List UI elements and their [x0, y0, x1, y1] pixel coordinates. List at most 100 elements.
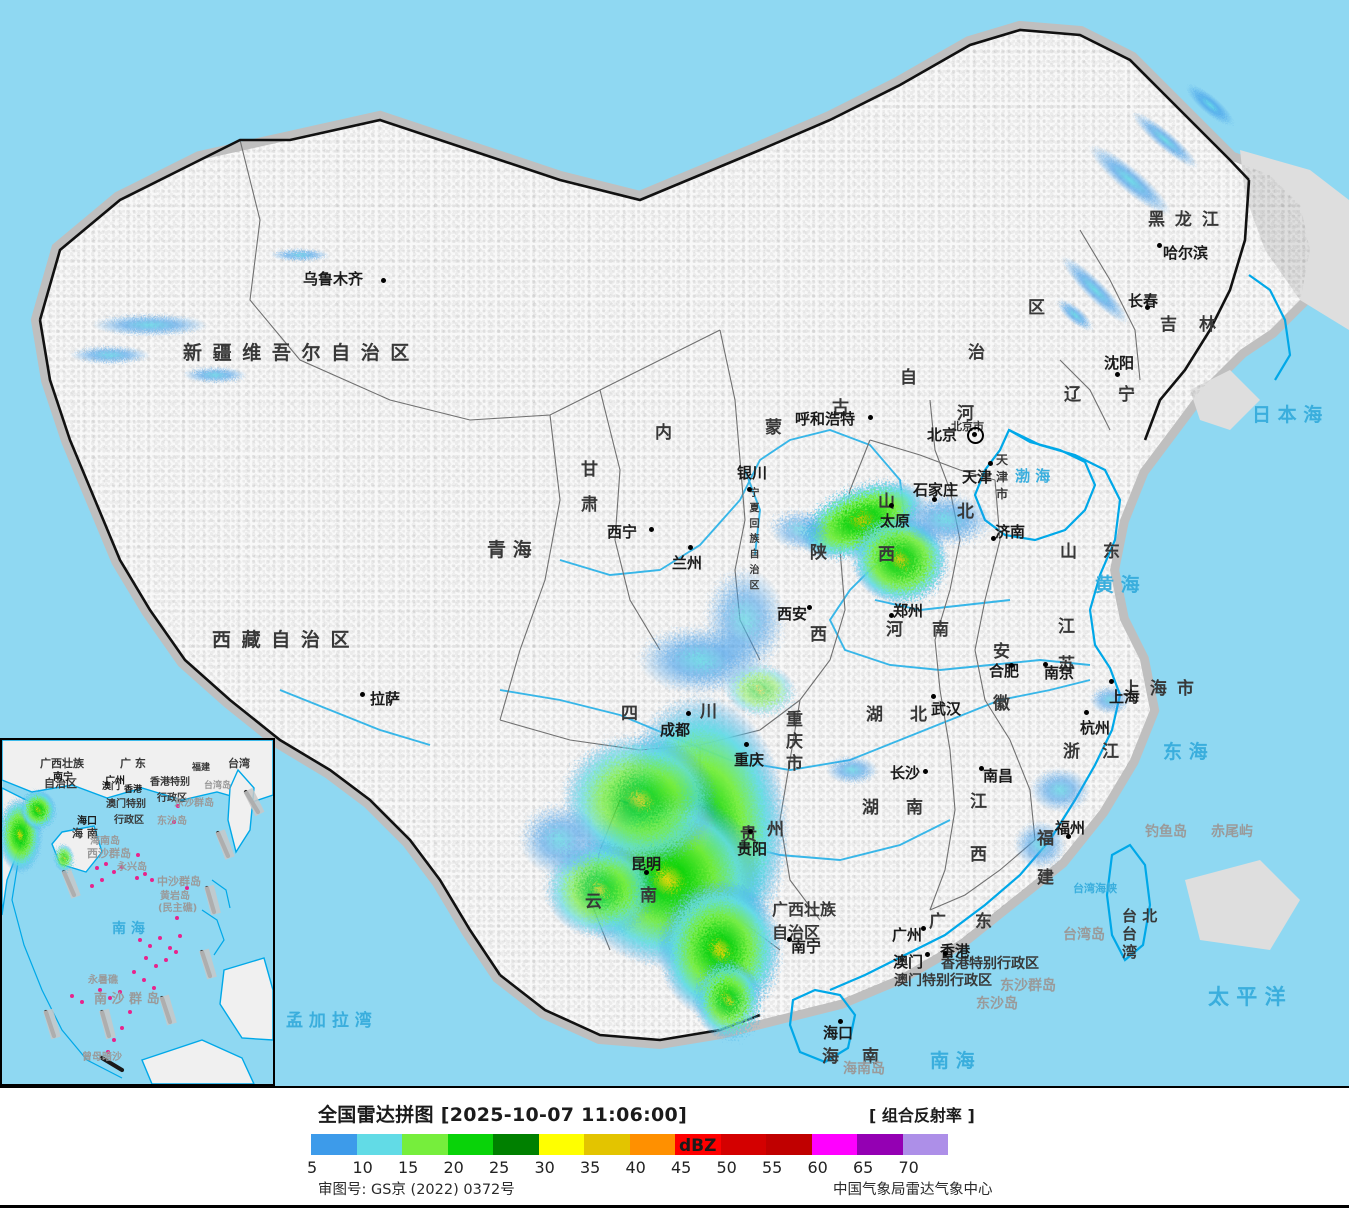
province-label-东: 东 [975, 912, 992, 932]
echo-coastal [826, 686, 1130, 869]
city-label-拉萨: 拉萨 [370, 690, 401, 708]
inset-label-行政区: 行政区 [114, 815, 144, 826]
inset-label-中沙群岛: 中沙群岛 [157, 875, 201, 888]
province-label-山: 山 [1060, 542, 1077, 562]
province-label-北: 北 [957, 502, 974, 522]
province-label-辽: 辽 [1064, 385, 1081, 405]
inset-label-香港特别: 香港特别 [150, 777, 190, 788]
inset-label-台湾岛: 台湾岛 [204, 781, 232, 791]
colorbar-tick-5: 5 [307, 1158, 318, 1177]
province-label-吉: 吉 [1160, 315, 1177, 335]
product-type-label: [ 组合反射率 ] [869, 1106, 975, 1125]
province-label-江: 江 [970, 792, 987, 812]
sea-label-南 海: 南 海 [930, 1050, 975, 1072]
colorbar-swatches [311, 1134, 948, 1155]
colorbar-tick-70: 70 [898, 1158, 919, 1177]
inset-label-永兴岛: 永兴岛 [117, 862, 147, 873]
city-marker-武汉 [931, 694, 936, 699]
sea-label-黄 海: 黄 海 [1095, 574, 1140, 596]
city-marker-香港 [943, 951, 948, 956]
province-label-北: 北 [910, 705, 927, 725]
colorbar-swatch-10 [356, 1134, 402, 1155]
city-marker-兰州 [688, 545, 693, 550]
province-label-湾: 湾 [1122, 943, 1138, 961]
footer-panel: 全国雷达拼图 [2025-10-07 11:06:00] [ 组合反射率 ] 5… [0, 1086, 1349, 1208]
city-marker-拉萨 [360, 692, 365, 697]
city-marker-南昌 [979, 766, 984, 771]
city-label-南宁: 南宁 [791, 938, 822, 956]
city-label-西安: 西安 [777, 605, 808, 623]
city-label-郑州: 郑州 [893, 602, 924, 620]
city-marker-贵阳 [748, 829, 753, 834]
colorbar-swatch-40 [629, 1134, 675, 1155]
sea-label-台湾海峡: 台湾海峡 [1073, 882, 1117, 895]
province-label-湖: 湖 [866, 705, 883, 725]
inset-label-澳门: 澳门 [102, 782, 121, 792]
city-marker-海口 [838, 1019, 843, 1024]
inset-label-广州: 广州 [105, 776, 125, 787]
province-label-古: 古 [832, 398, 849, 418]
city-marker-合肥 [1009, 663, 1014, 668]
inset-label-东沙岛: 东沙岛 [157, 816, 187, 827]
colorbar-swatch-70 [902, 1134, 948, 1155]
city-marker-西安 [807, 605, 812, 610]
colorbar-swatch-60 [811, 1134, 857, 1155]
province-label-林: 林 [1199, 315, 1216, 335]
city-marker-上海 [1109, 679, 1114, 684]
province-label-上 海 市: 上 海 市 [1123, 679, 1196, 699]
colorbar-swatch-15 [402, 1134, 448, 1155]
city-label-济南: 济南 [995, 523, 1026, 541]
colorbar-swatch-25 [493, 1134, 539, 1155]
inset-label-广 东: 广 东 [120, 757, 146, 770]
south-china-sea-inset[interactable]: 广西壮族 自治区 南宁广 东广州 福建 台湾 台湾岛 香港特别 行政区 香港 澳门 澳门特别 行政区东… [0, 738, 275, 1086]
city-label-银川: 银川 [737, 464, 768, 482]
echo-sichuan [638, 568, 795, 716]
province-label-川: 川 [700, 702, 717, 722]
city-label-昆明: 昆明 [631, 855, 662, 873]
colorbar-tick-25: 25 [489, 1158, 510, 1177]
inset-label-东沙群岛: 东沙群岛 [174, 798, 214, 809]
city-label-沈阳: 沈阳 [1104, 354, 1135, 372]
inset-label-西沙群岛: 西沙群岛 [87, 847, 131, 860]
province-label-自: 自 [900, 368, 917, 388]
city-marker-呼和浩特 [868, 415, 873, 420]
province-label-青 海: 青 海 [487, 539, 532, 561]
province-label-南: 南 [862, 1047, 879, 1067]
colorbar-swatch-30 [538, 1134, 584, 1155]
city-label-西宁: 西宁 [607, 523, 638, 541]
city-marker-长沙 [923, 769, 928, 774]
city-label-太原: 太原 [880, 512, 911, 530]
inset-label-南宁: 南宁 [53, 772, 73, 783]
map-canvas[interactable]: 新 疆 维 吾 尔 自 治 区西 藏 自 治 区青 海甘肃内蒙古自治区宁 夏 回… [0, 0, 1349, 1086]
reef-markers [70, 804, 189, 1054]
island-label-台湾岛: 台湾岛 [1063, 927, 1105, 943]
province-label-新 疆 维 吾 尔 自 治 区: 新 疆 维 吾 尔 自 治 区 [183, 342, 412, 364]
city-label-武汉: 武汉 [931, 700, 962, 718]
city-marker-广州 [921, 926, 926, 931]
city-label-石家庄: 石家庄 [913, 481, 959, 499]
inset-label-黄岩岛: 黄岩岛 [160, 891, 190, 902]
city-label-南京: 南京 [1044, 664, 1075, 682]
province-label-山: 山 [878, 492, 895, 512]
province-label-河: 河 [957, 404, 974, 424]
city-marker-太原 [889, 503, 894, 508]
colorbar-tick-45: 45 [671, 1158, 692, 1177]
echo-xinjiang [70, 249, 330, 383]
province-label-广: 广 [929, 912, 946, 932]
island-label-东沙群岛: 东沙群岛 [1000, 978, 1056, 994]
sea-label-渤 海: 渤 海 [1015, 467, 1051, 485]
chart-title: 全国雷达拼图 [2025-10-07 11:06:00] [318, 1104, 688, 1126]
inset-label-永暑礁: 永暑礁 [88, 975, 118, 986]
colorbar-tick-15: 15 [398, 1158, 419, 1177]
province-label-肃: 肃 [581, 495, 598, 515]
city-marker-成都 [686, 711, 691, 716]
city-marker-重庆 [744, 742, 749, 747]
province-label-蒙: 蒙 [765, 418, 782, 438]
city-marker-郑州 [889, 613, 894, 618]
city-marker-哈尔滨 [1157, 243, 1162, 248]
colorbar-swatch-5 [311, 1134, 357, 1155]
inset-label-(民主礁): (民主礁) [158, 903, 198, 914]
colorbar[interactable]: 5 10 15 20 25 30 35 40 45 50 55 60 65 70 [307, 1134, 948, 1177]
inset-label-曾母暗沙: 曾母暗沙 [82, 1052, 122, 1063]
